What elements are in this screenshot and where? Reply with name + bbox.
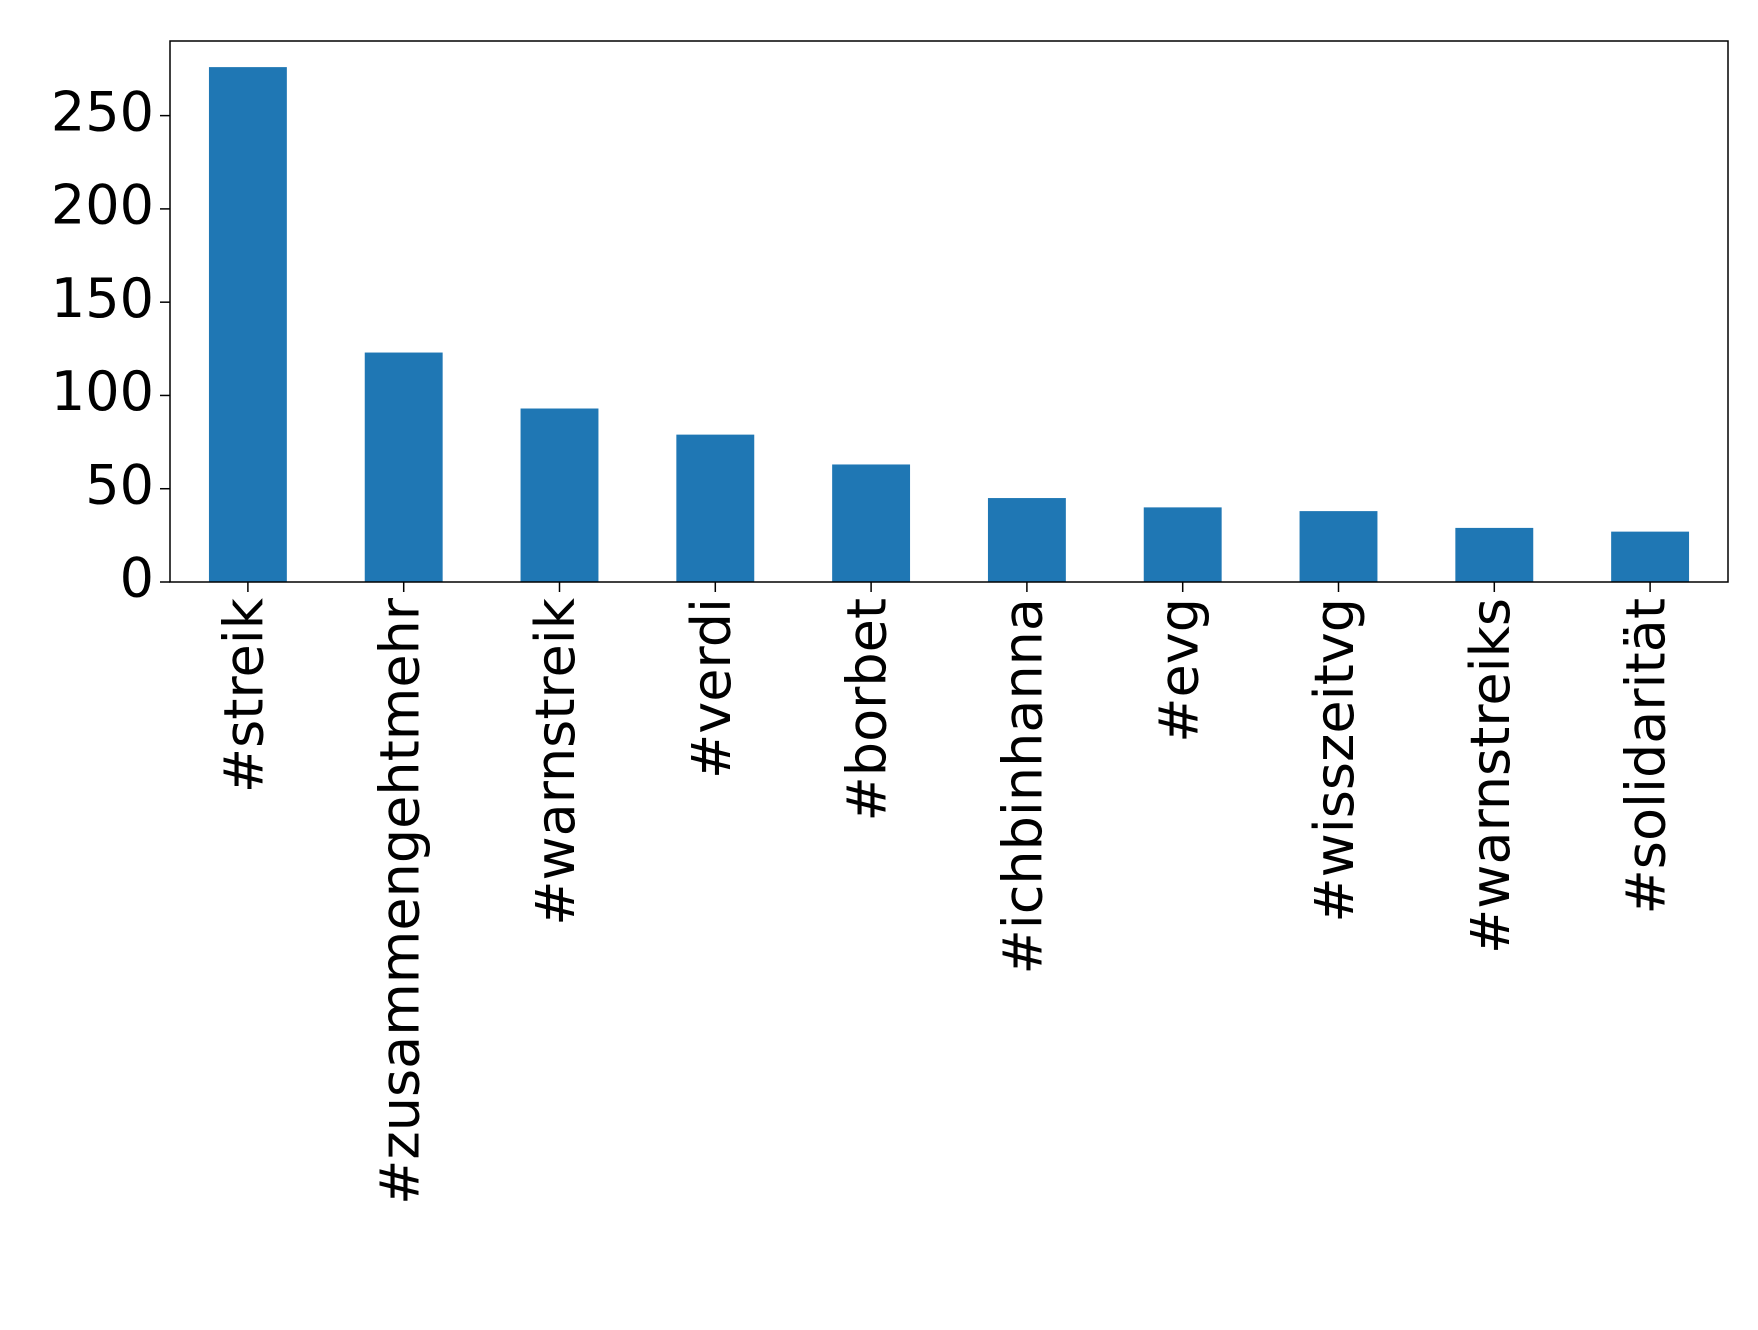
y-tick-label: 50: [85, 453, 154, 516]
bar: [1611, 531, 1690, 582]
x-tick-label: #evg: [1147, 598, 1210, 743]
x-tick-label: #warnstreik: [524, 597, 587, 926]
x-tick-label: #wisszeitvg: [1303, 598, 1366, 923]
bar: [208, 67, 287, 582]
bar: [364, 352, 443, 582]
bar: [676, 434, 755, 582]
y-tick-label: 250: [51, 80, 154, 143]
bar: [1455, 527, 1534, 582]
bar: [1299, 511, 1378, 582]
x-tick-label: #zusammengehtmehr: [368, 597, 431, 1205]
y-tick-label: 100: [51, 360, 154, 423]
y-tick-label: 200: [51, 174, 154, 237]
x-tick-label: #verdi: [680, 598, 743, 779]
bar: [1143, 507, 1222, 582]
bar: [987, 498, 1066, 582]
bar: [520, 408, 599, 582]
x-tick-label: #solidarität: [1615, 598, 1678, 914]
x-tick-label: #streik: [213, 597, 276, 793]
x-tick-label: #ichbinhanna: [992, 598, 1055, 975]
x-tick-label: #borbet: [836, 598, 899, 821]
y-tick-label: 0: [120, 547, 154, 610]
x-tick-label: #warnstreiks: [1459, 598, 1522, 954]
y-tick-label: 150: [51, 267, 154, 330]
bar: [832, 464, 911, 582]
plot-frame: [169, 40, 1729, 583]
